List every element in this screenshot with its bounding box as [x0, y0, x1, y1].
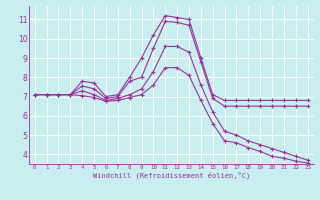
X-axis label: Windchill (Refroidissement éolien,°C): Windchill (Refroidissement éolien,°C) — [92, 172, 250, 179]
